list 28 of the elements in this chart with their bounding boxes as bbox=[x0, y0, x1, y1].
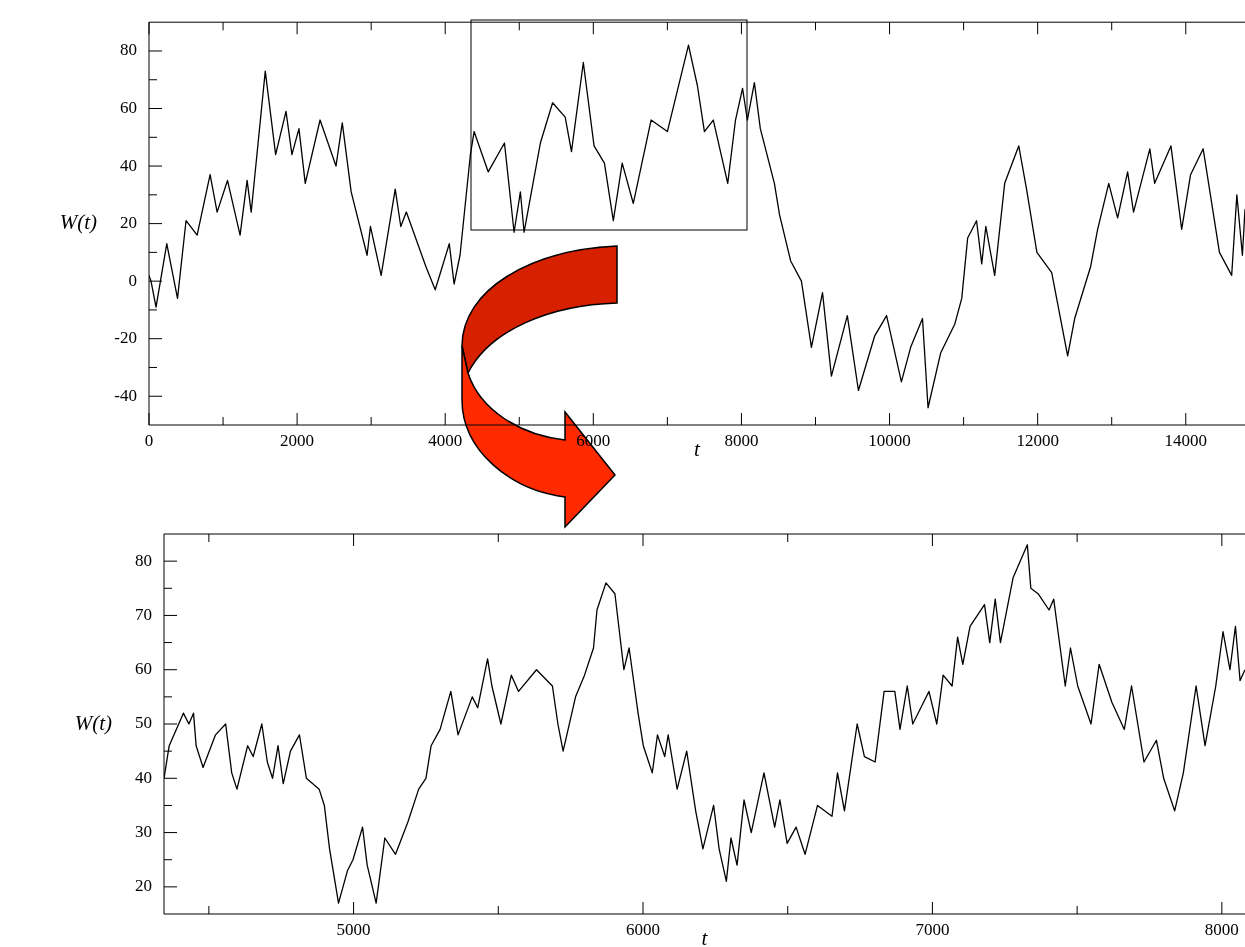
x-tick-label: 8000 bbox=[724, 430, 759, 450]
y-tick-label: 60 bbox=[135, 659, 152, 679]
x-tick-label: 12000 bbox=[1016, 430, 1059, 450]
y-tick-label: 20 bbox=[120, 213, 137, 233]
y-tick-label: 40 bbox=[120, 155, 137, 175]
y-tick-label: 20 bbox=[135, 876, 152, 896]
y-tick-label: 80 bbox=[120, 40, 137, 60]
y-tick-label: 60 bbox=[120, 97, 137, 117]
y-tick-label: 70 bbox=[135, 604, 152, 624]
y-tick-label: 0 bbox=[128, 270, 137, 290]
x-tick-label: 10000 bbox=[868, 430, 911, 450]
x-tick-label: 8000 bbox=[1204, 919, 1239, 939]
x-tick-label: 2000 bbox=[280, 430, 315, 450]
y-tick-label: 40 bbox=[135, 767, 152, 787]
x-axis-title: t bbox=[701, 925, 709, 947]
x-tick-label: 4000 bbox=[428, 430, 463, 450]
y-tick-label: 80 bbox=[135, 550, 152, 570]
x-tick-label: 14000 bbox=[1164, 430, 1208, 450]
y-axis-title: W(t) bbox=[59, 210, 97, 235]
y-tick-label: 30 bbox=[135, 822, 152, 842]
x-tick-label: 6000 bbox=[626, 919, 660, 939]
x-axis-title: t bbox=[694, 436, 702, 461]
y-tick-label: 50 bbox=[135, 713, 152, 733]
y-tick-label: -20 bbox=[114, 328, 137, 348]
x-tick-label: 5000 bbox=[336, 919, 371, 939]
x-tick-label: 7000 bbox=[915, 919, 950, 939]
y-tick-label: -40 bbox=[114, 385, 137, 405]
y-axis-title: W(t) bbox=[74, 710, 112, 735]
